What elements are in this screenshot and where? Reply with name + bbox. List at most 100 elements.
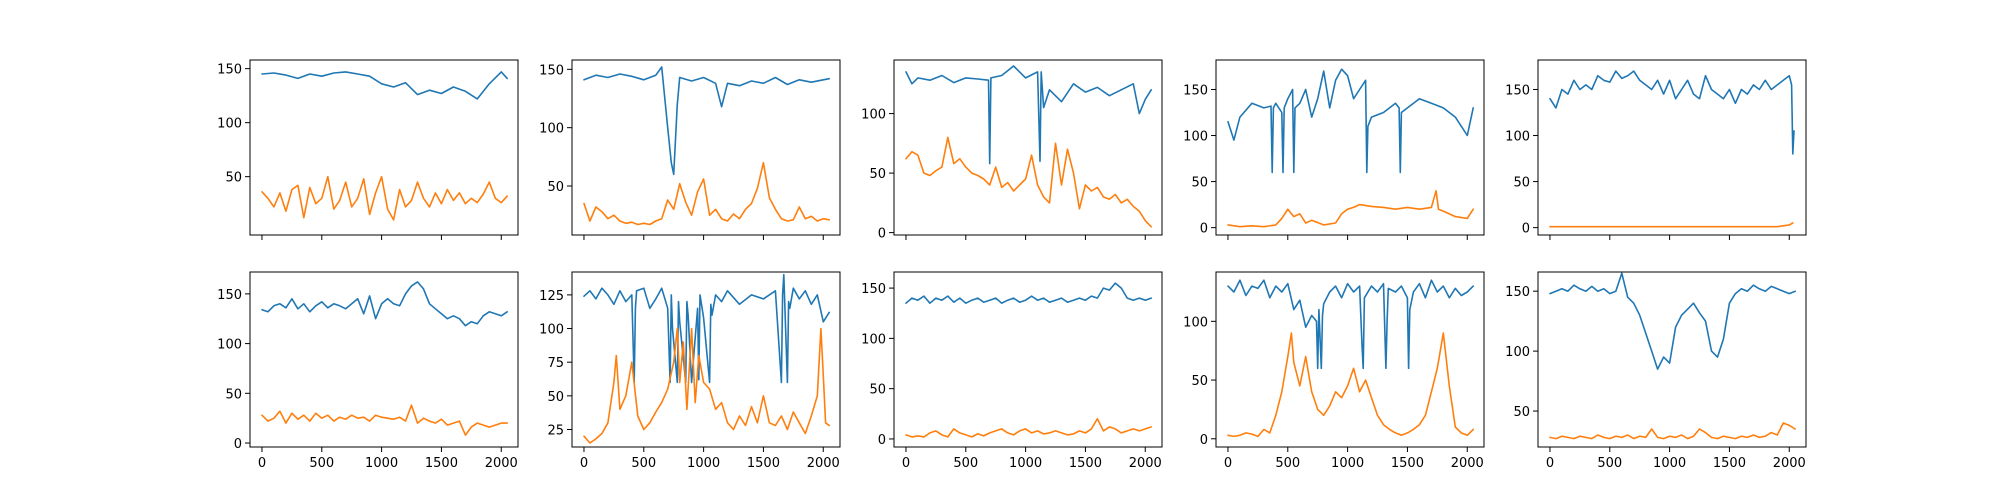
y-tick-label: 0 — [878, 227, 886, 242]
series-line-2 — [1227, 332, 1474, 438]
y-tick-label: 100 — [217, 117, 242, 132]
axes-frame — [1537, 271, 1807, 448]
y-tick-label: 50 — [1513, 405, 1530, 420]
series-line-1 — [1227, 279, 1474, 370]
y-tick-label: 150 — [1505, 83, 1530, 98]
y-tick-label: 100 — [861, 332, 886, 347]
axes-frame — [1215, 271, 1485, 448]
subplot-7: 0 500 1000 1500 2000 25 50 75 100 125 — [539, 271, 841, 471]
series-line-1 — [261, 281, 509, 327]
y-tick-label: 100 — [217, 338, 242, 353]
x-tick-label: 500 — [953, 456, 978, 471]
subplot-1: 50 100 150 — [217, 59, 519, 240]
y-tick-label: 50 — [1191, 176, 1208, 191]
y-tick-label: 50 — [547, 390, 564, 405]
series-line-2 — [905, 136, 1152, 228]
y-tick-label: 0 — [878, 433, 886, 448]
x-tick-label: 500 — [309, 456, 334, 471]
y-tick-label: 100 — [539, 323, 564, 338]
series-line-2 — [1549, 422, 1796, 440]
subplot-9: 0 500 1000 1500 2000 0 50 100 — [1183, 271, 1485, 471]
axes-frame — [249, 271, 519, 448]
subplot-5: 0 50 100 150 — [1505, 59, 1807, 240]
y-tick-label: 0 — [234, 437, 242, 452]
y-tick-label: 50 — [225, 387, 242, 402]
y-tick-label: 100 — [539, 122, 564, 137]
y-tick-label: 125 — [539, 289, 564, 304]
x-tick-label: 1500 — [747, 456, 780, 471]
series-line-1 — [905, 65, 1152, 165]
x-tick-label: 500 — [1597, 456, 1622, 471]
x-tick-label: 1000 — [1009, 456, 1042, 471]
y-tick-label: 50 — [1513, 176, 1530, 191]
series-line-1 — [583, 273, 831, 384]
series-line-2 — [1227, 190, 1474, 228]
axes-frame — [893, 59, 1163, 236]
x-tick-label: 0 — [258, 456, 266, 471]
x-tick-label: 2000 — [485, 456, 518, 471]
x-tick-label: 1500 — [1391, 456, 1424, 471]
x-tick-label: 1500 — [1069, 456, 1102, 471]
series-line-1 — [1549, 70, 1795, 155]
x-tick-label: 1500 — [1713, 456, 1746, 471]
y-tick-label: 100 — [1505, 345, 1530, 360]
x-tick-label: 1000 — [365, 456, 398, 471]
y-tick-label: 50 — [869, 383, 886, 398]
y-tick-label: 0 — [1522, 222, 1530, 237]
series-line-2 — [261, 404, 509, 436]
series-line-1 — [583, 66, 831, 176]
x-tick-label: 2000 — [1773, 456, 1806, 471]
series-line-1 — [1549, 272, 1796, 370]
x-tick-label: 0 — [580, 456, 588, 471]
axes-frame — [571, 271, 841, 448]
subplot-6: 0 500 1000 1500 2000 0 50 100 150 — [217, 271, 519, 471]
subplot-8: 0 500 1000 1500 2000 0 50 100 150 — [861, 271, 1163, 471]
y-tick-label: 150 — [217, 63, 242, 78]
y-tick-label: 100 — [1183, 315, 1208, 330]
x-tick-label: 2000 — [1129, 456, 1162, 471]
y-tick-label: 150 — [1183, 83, 1208, 98]
series-line-2 — [261, 175, 509, 221]
y-tick-label: 50 — [225, 171, 242, 186]
x-tick-label: 1000 — [1653, 456, 1686, 471]
series-line-1 — [261, 71, 509, 100]
x-tick-label: 500 — [631, 456, 656, 471]
x-tick-label: 0 — [1224, 456, 1232, 471]
x-tick-label: 2000 — [1451, 456, 1484, 471]
series-line-2 — [583, 161, 831, 226]
x-tick-label: 0 — [902, 456, 910, 471]
axes-frame — [1215, 59, 1485, 236]
series-line-2 — [1549, 222, 1794, 228]
y-tick-label: 100 — [1183, 130, 1208, 145]
y-tick-label: 75 — [547, 356, 564, 371]
x-tick-label: 2000 — [807, 456, 840, 471]
y-tick-label: 0 — [1200, 222, 1208, 237]
subplot-4: 0 50 100 150 — [1183, 59, 1485, 240]
subplot-2: 50 100 150 — [539, 59, 841, 240]
y-tick-label: 25 — [547, 424, 564, 439]
axes-frame — [893, 271, 1163, 448]
series-line-1 — [1227, 68, 1474, 174]
y-tick-label: 150 — [539, 63, 564, 78]
y-tick-label: 100 — [1505, 130, 1530, 145]
subplot-10: 0 500 1000 1500 2000 50 100 150 — [1505, 271, 1807, 471]
axes-frame — [1537, 59, 1807, 236]
y-tick-label: 0 — [1200, 433, 1208, 448]
series-line-2 — [905, 417, 1152, 438]
x-tick-label: 0 — [1546, 456, 1554, 471]
subplot-3: 0 50 100 — [861, 59, 1163, 242]
y-tick-label: 150 — [861, 282, 886, 297]
y-tick-label: 50 — [547, 180, 564, 195]
y-tick-label: 150 — [217, 288, 242, 303]
x-tick-label: 1500 — [425, 456, 458, 471]
y-tick-label: 100 — [861, 108, 886, 123]
y-tick-label: 50 — [1191, 374, 1208, 389]
axes-frame — [249, 59, 519, 236]
x-tick-label: 500 — [1275, 456, 1300, 471]
x-tick-label: 1000 — [1331, 456, 1364, 471]
series-line-2 — [583, 327, 831, 444]
x-tick-label: 1000 — [687, 456, 720, 471]
series-line-1 — [905, 282, 1152, 305]
y-tick-label: 150 — [1505, 285, 1530, 300]
